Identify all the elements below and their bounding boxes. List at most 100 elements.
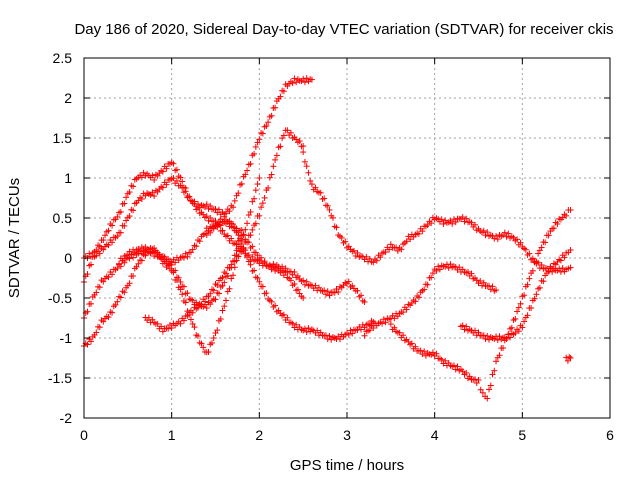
data-point — [223, 210, 230, 217]
data-point — [493, 233, 500, 240]
data-point — [361, 299, 368, 305]
data-point — [272, 104, 279, 111]
data-point — [559, 214, 566, 221]
data-point — [301, 79, 308, 86]
data-point — [301, 158, 308, 165]
data-point — [521, 318, 528, 325]
data-point — [282, 265, 289, 272]
data-point — [179, 184, 186, 191]
data-point — [184, 253, 191, 260]
data-point — [303, 75, 310, 82]
data-point — [173, 177, 180, 184]
data-point — [179, 178, 186, 185]
data-point — [254, 139, 261, 146]
data-point — [244, 167, 251, 174]
satellite-track-12 — [563, 353, 574, 364]
data-point — [480, 279, 487, 286]
data-point — [312, 184, 319, 191]
data-point — [526, 250, 533, 257]
data-point — [135, 260, 142, 267]
data-point — [324, 202, 331, 209]
data-point — [545, 232, 552, 239]
data-point — [277, 93, 284, 100]
data-point — [116, 260, 123, 267]
data-point — [203, 201, 210, 208]
data-point — [235, 253, 242, 260]
satellite-track-7 — [142, 127, 307, 335]
data-point — [219, 282, 226, 289]
data-point — [256, 212, 263, 219]
data-point — [84, 341, 91, 348]
data-point — [524, 281, 531, 288]
data-point — [294, 272, 301, 279]
data-point — [484, 333, 491, 340]
data-point — [191, 324, 198, 331]
data-point — [533, 291, 540, 298]
data-point — [100, 246, 107, 253]
data-point — [149, 189, 156, 196]
data-point — [247, 160, 254, 167]
data-point — [471, 221, 478, 228]
data-point — [280, 132, 287, 139]
data-point — [526, 275, 533, 282]
data-point — [217, 315, 224, 322]
satellite-track-10 — [387, 207, 574, 402]
data-point — [484, 395, 491, 402]
data-point — [196, 238, 203, 245]
data-point — [193, 299, 200, 306]
data-point — [193, 243, 200, 250]
data-point — [251, 195, 258, 202]
data-point — [268, 112, 275, 119]
data-point — [567, 247, 574, 253]
data-point — [480, 332, 487, 339]
data-point — [247, 208, 254, 215]
data-point — [117, 208, 124, 215]
data-point — [421, 286, 428, 293]
x-axis-label: GPS time / hours — [290, 457, 404, 474]
data-point — [221, 279, 228, 286]
data-point — [461, 326, 468, 333]
data-point — [263, 122, 270, 129]
data-point — [452, 219, 459, 226]
data-point — [503, 233, 510, 240]
data-point — [305, 325, 312, 332]
data-point — [424, 221, 431, 228]
data-point — [370, 324, 377, 331]
data-point — [277, 143, 284, 150]
data-point — [151, 176, 158, 183]
data-point — [322, 291, 329, 298]
data-point — [258, 204, 265, 211]
data-point — [254, 252, 261, 259]
data-point — [486, 282, 493, 289]
data-point — [240, 232, 247, 239]
satellite-track-8 — [300, 149, 574, 275]
data-point — [194, 205, 201, 212]
data-point — [261, 258, 268, 265]
data-point — [133, 263, 140, 270]
satellite-track-9 — [361, 261, 500, 339]
data-point — [412, 298, 419, 305]
data-point — [289, 80, 296, 87]
data-point — [493, 287, 500, 293]
data-point — [300, 75, 307, 82]
data-point — [114, 233, 121, 240]
data-point — [459, 214, 466, 221]
data-point — [300, 295, 307, 301]
data-point — [358, 326, 365, 333]
data-point — [244, 239, 251, 246]
x-tick-label: 6 — [606, 427, 614, 443]
data-point — [198, 340, 205, 347]
data-point — [324, 288, 331, 295]
data-point — [400, 309, 407, 316]
data-point — [216, 290, 223, 297]
data-point — [500, 344, 507, 351]
data-point — [445, 264, 452, 271]
data-point — [433, 350, 440, 357]
data-point — [486, 386, 493, 393]
data-point — [235, 190, 242, 197]
data-point — [296, 138, 303, 145]
data-point — [228, 261, 235, 268]
data-point — [180, 283, 187, 290]
data-point — [429, 349, 436, 356]
data-point — [219, 227, 226, 234]
